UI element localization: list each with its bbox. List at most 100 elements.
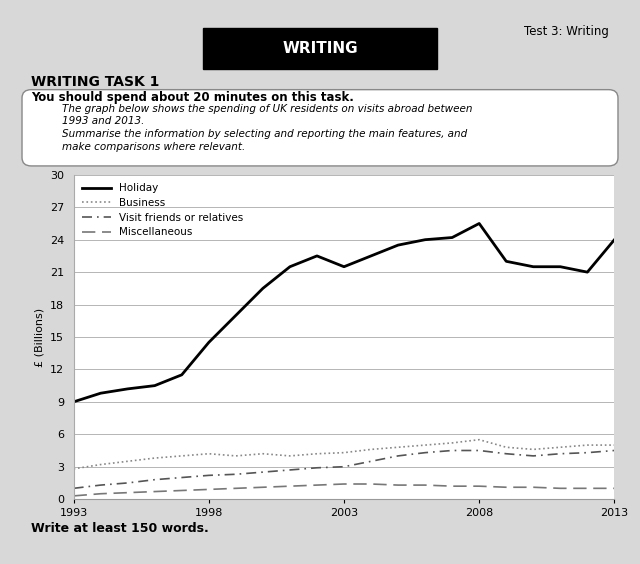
Holiday: [340, 263, 348, 270]
Legend: Holiday, Business, Visit friends or relatives, Miscellaneous: Holiday, Business, Visit friends or rela…: [79, 180, 247, 240]
Visit friends or relatives: [529, 452, 537, 459]
Business: [394, 444, 402, 451]
Business: [178, 452, 186, 459]
Miscellaneous: [124, 489, 131, 496]
Visit friends or relatives: [97, 482, 104, 488]
Business: [367, 446, 375, 453]
Miscellaneous: [502, 484, 510, 491]
Line: Holiday: Holiday: [74, 223, 614, 402]
Miscellaneous: [448, 483, 456, 490]
Miscellaneous: [611, 485, 618, 492]
Holiday: [556, 263, 564, 270]
Holiday: [448, 234, 456, 241]
Holiday: [124, 386, 131, 393]
Visit friends or relatives: [124, 479, 131, 486]
Visit friends or relatives: [178, 474, 186, 481]
Line: Visit friends or relatives: Visit friends or relatives: [74, 451, 614, 488]
Visit friends or relatives: [286, 466, 294, 473]
Miscellaneous: [97, 490, 104, 497]
Visit friends or relatives: [232, 471, 239, 478]
Miscellaneous: [556, 485, 564, 492]
Visit friends or relatives: [394, 452, 402, 459]
Miscellaneous: [340, 481, 348, 487]
Holiday: [394, 242, 402, 249]
Holiday: [70, 398, 77, 405]
Miscellaneous: [286, 483, 294, 490]
Visit friends or relatives: [584, 450, 591, 456]
Business: [151, 455, 159, 461]
Miscellaneous: [232, 485, 239, 492]
Holiday: [502, 258, 510, 265]
Text: You should spend about 20 minutes on this task.: You should spend about 20 minutes on thi…: [31, 91, 354, 104]
Visit friends or relatives: [151, 476, 159, 483]
Miscellaneous: [476, 483, 483, 490]
Miscellaneous: [421, 482, 429, 488]
Business: [340, 450, 348, 456]
FancyBboxPatch shape: [22, 90, 618, 166]
Holiday: [611, 236, 618, 243]
Business: [502, 444, 510, 451]
Visit friends or relatives: [259, 469, 267, 475]
Holiday: [97, 390, 104, 396]
Business: [124, 458, 131, 465]
Business: [97, 461, 104, 468]
Visit friends or relatives: [448, 447, 456, 454]
Business: [286, 452, 294, 459]
Visit friends or relatives: [556, 450, 564, 457]
Visit friends or relatives: [421, 450, 429, 456]
Text: 1993 and 2013.: 1993 and 2013.: [62, 116, 145, 126]
Text: Summarise the information by selecting and reporting the main features, and: Summarise the information by selecting a…: [62, 130, 467, 139]
Visit friends or relatives: [205, 472, 212, 479]
Line: Business: Business: [74, 440, 614, 469]
Visit friends or relatives: [340, 464, 348, 470]
Holiday: [151, 382, 159, 389]
Visit friends or relatives: [476, 447, 483, 454]
Holiday: [367, 253, 375, 259]
Y-axis label: £ (Billions): £ (Billions): [34, 307, 44, 367]
Miscellaneous: [529, 484, 537, 491]
Business: [476, 437, 483, 443]
Business: [556, 444, 564, 451]
Holiday: [178, 372, 186, 378]
Holiday: [259, 285, 267, 292]
Holiday: [421, 236, 429, 243]
Miscellaneous: [394, 482, 402, 488]
Miscellaneous: [205, 486, 212, 493]
Holiday: [313, 253, 321, 259]
Business: [205, 450, 212, 457]
Text: Write at least 150 words.: Write at least 150 words.: [31, 522, 209, 535]
Miscellaneous: [70, 492, 77, 499]
Text: The graph below shows the spending of UK residents on visits abroad between: The graph below shows the spending of UK…: [62, 104, 472, 114]
Holiday: [205, 339, 212, 346]
Line: Miscellaneous: Miscellaneous: [74, 484, 614, 496]
Business: [448, 439, 456, 446]
Text: WRITING: WRITING: [282, 41, 358, 56]
Visit friends or relatives: [70, 485, 77, 492]
Holiday: [584, 269, 591, 276]
Miscellaneous: [367, 481, 375, 487]
Visit friends or relatives: [367, 458, 375, 465]
Visit friends or relatives: [611, 447, 618, 454]
Business: [529, 446, 537, 453]
Visit friends or relatives: [313, 464, 321, 471]
Text: Test 3: Writing: Test 3: Writing: [524, 25, 609, 38]
Miscellaneous: [313, 482, 321, 488]
Business: [232, 452, 239, 459]
Business: [611, 442, 618, 448]
Holiday: [476, 220, 483, 227]
Business: [421, 442, 429, 448]
Holiday: [529, 263, 537, 270]
Miscellaneous: [259, 484, 267, 491]
Miscellaneous: [178, 487, 186, 494]
Business: [259, 450, 267, 457]
Business: [313, 450, 321, 457]
Miscellaneous: [151, 488, 159, 495]
Business: [70, 465, 77, 472]
Text: make comparisons where relevant.: make comparisons where relevant.: [62, 142, 245, 152]
Visit friends or relatives: [502, 450, 510, 457]
Text: WRITING TASK 1: WRITING TASK 1: [31, 75, 159, 89]
Holiday: [286, 263, 294, 270]
Business: [584, 442, 591, 448]
Holiday: [232, 312, 239, 319]
FancyBboxPatch shape: [204, 28, 436, 69]
